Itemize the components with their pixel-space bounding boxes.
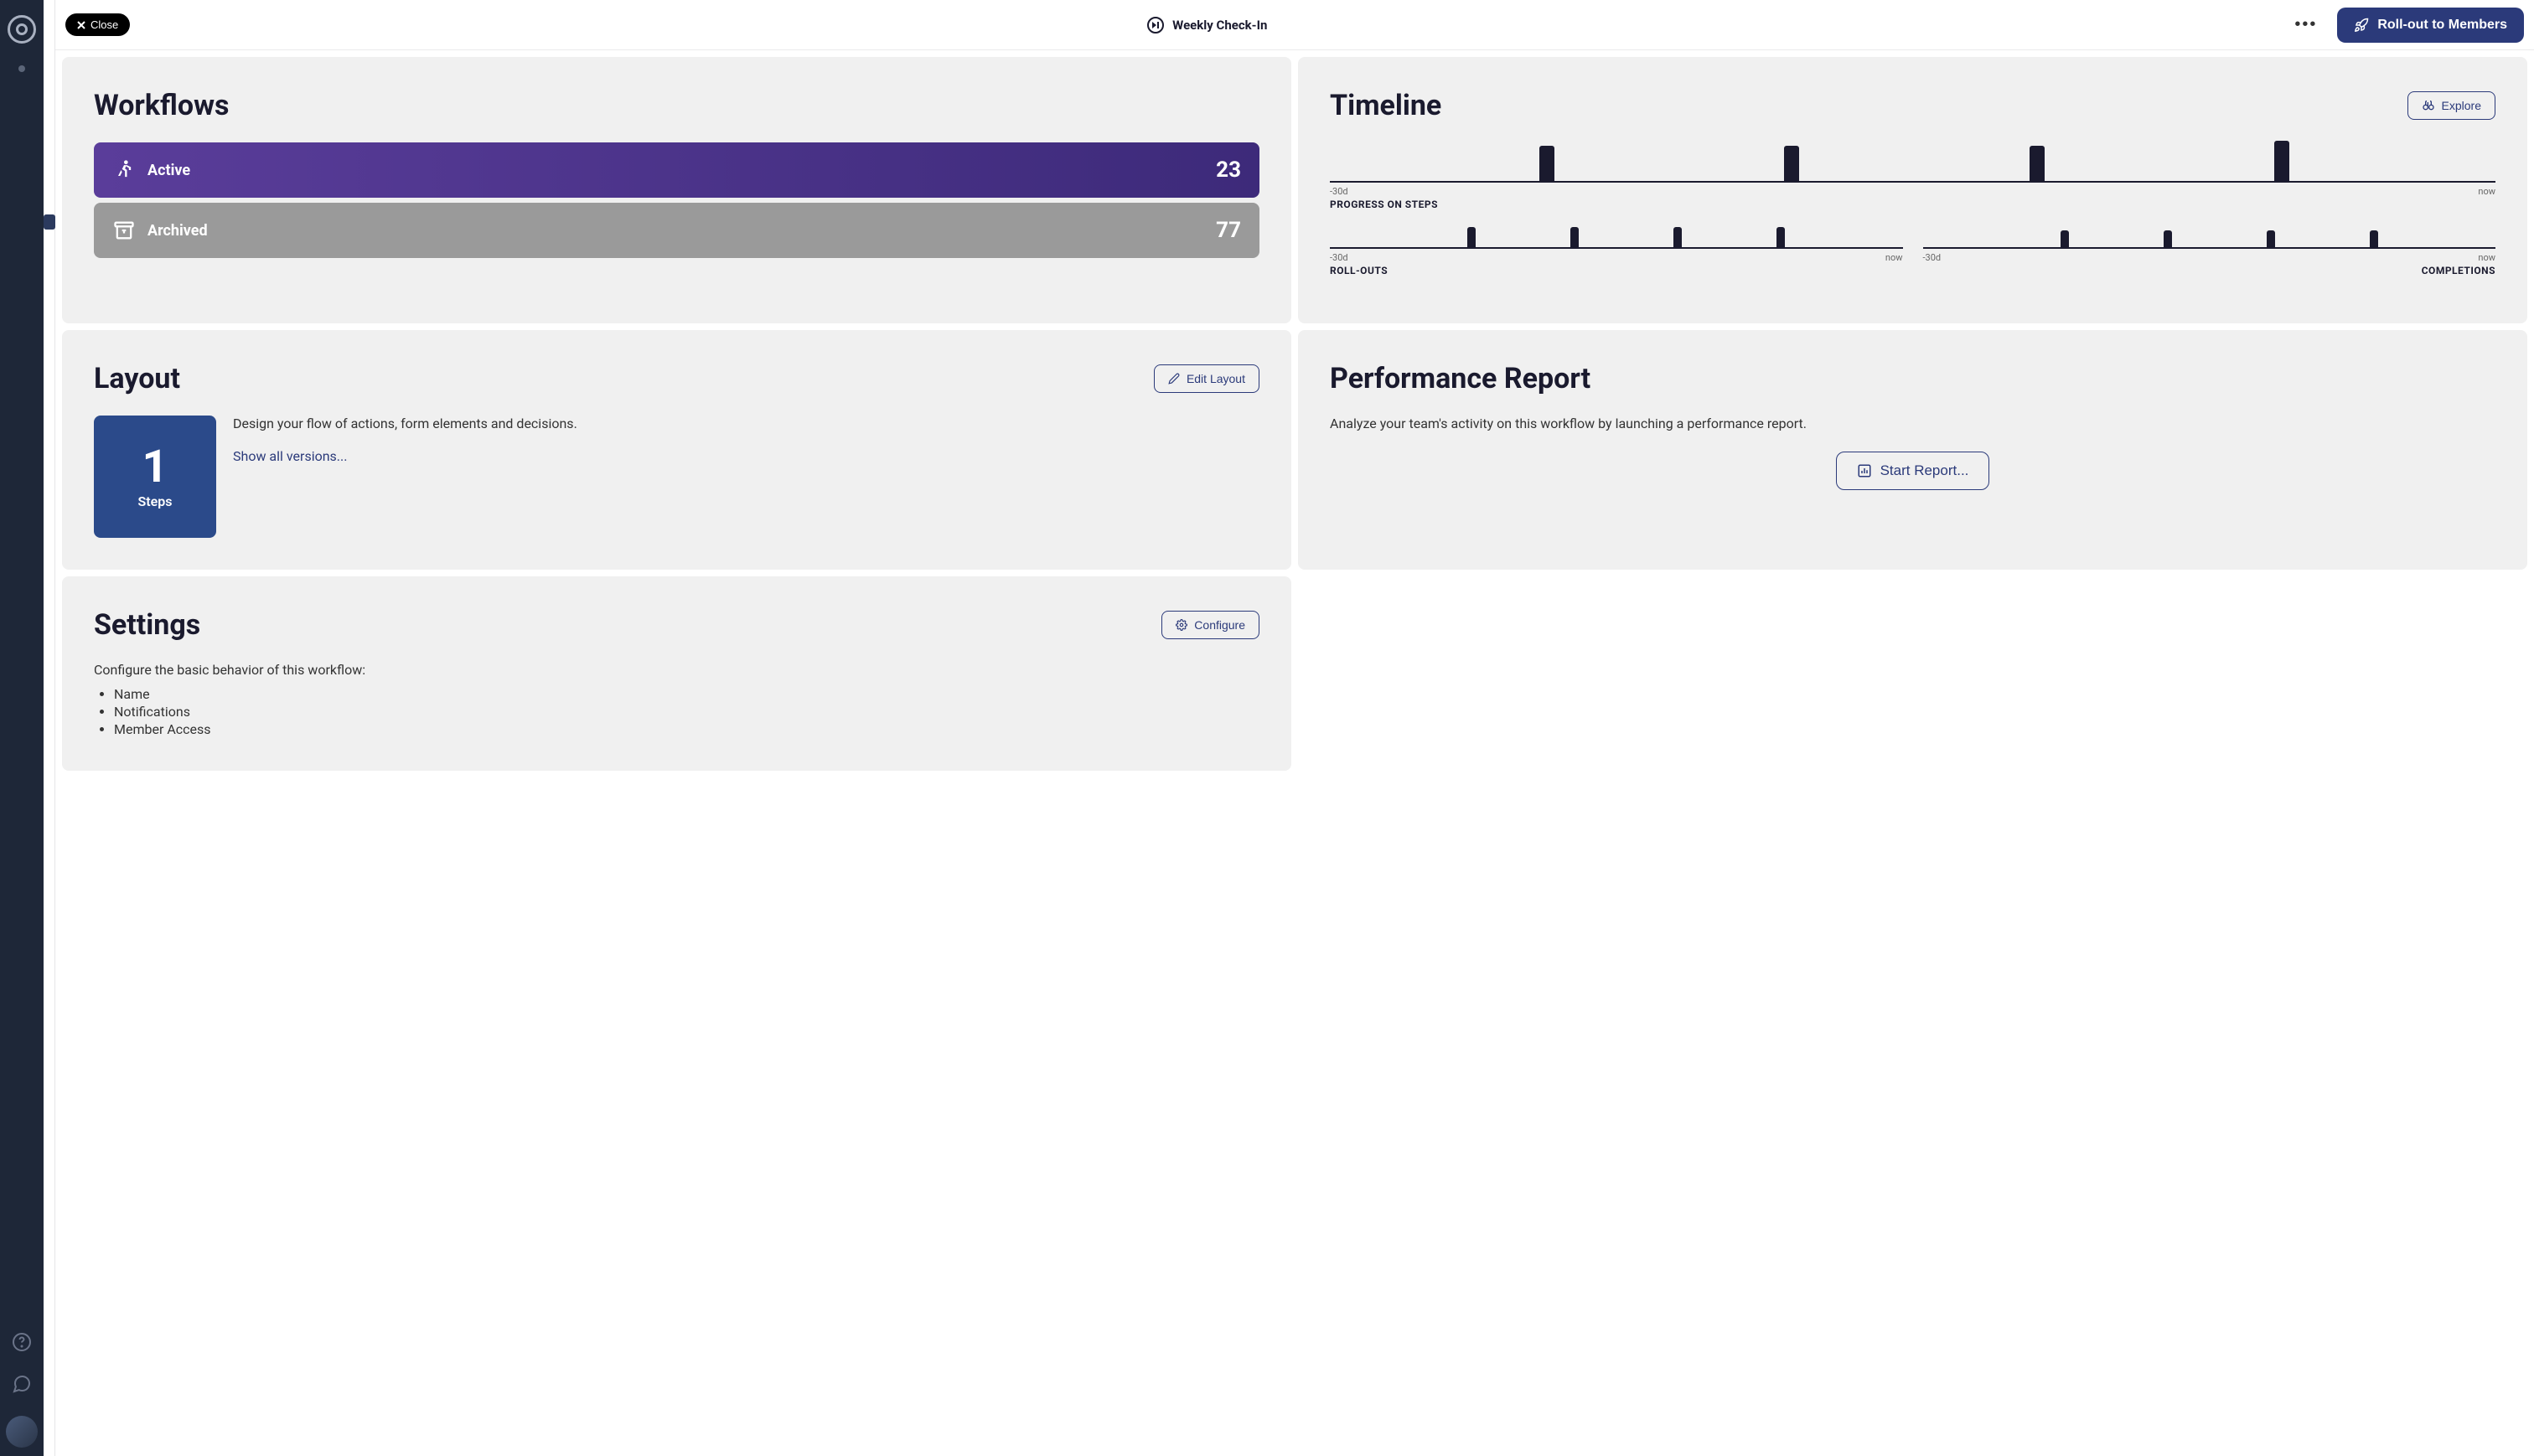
layout-card: Layout Edit Layout 1 Steps <box>62 330 1291 570</box>
configure-label: Configure <box>1194 618 1245 632</box>
binoculars-icon <box>2422 99 2435 112</box>
timeline-card: Timeline Explore -30d now <box>1298 57 2527 323</box>
performance-card: Performance Report Analyze your team's a… <box>1298 330 2527 570</box>
progress-spark-title: PROGRESS ON STEPS <box>1330 199 2495 210</box>
rollouts-sparkline <box>1330 225 1903 249</box>
layout-title: Layout <box>94 362 180 395</box>
close-label: Close <box>90 18 118 31</box>
steps-count: 1 <box>142 445 168 490</box>
workflows-card: Workflows Active 23 <box>62 57 1291 323</box>
progress-sparkline <box>1330 142 2495 183</box>
show-versions-link[interactable]: Show all versions... <box>233 448 347 464</box>
workflow-archived-label: Archived <box>147 222 208 240</box>
user-avatar[interactable] <box>6 1416 38 1448</box>
workflow-row-archived[interactable]: Archived 77 <box>94 203 1259 258</box>
gear-icon <box>1176 619 1187 631</box>
rollout-label: Roll-out to Members <box>2377 18 2507 33</box>
rollout-button[interactable]: Roll-out to Members <box>2337 8 2524 43</box>
axis-start: -30d <box>1330 186 1348 197</box>
more-menu-button[interactable]: ••• <box>2284 15 2327 34</box>
layout-description: Design your flow of actions, form elemen… <box>233 416 1259 431</box>
settings-item: Notifications <box>114 704 1259 720</box>
chart-icon <box>1857 463 1872 478</box>
workflows-title: Workflows <box>94 89 230 122</box>
settings-title: Settings <box>94 608 200 642</box>
workflow-row-active[interactable]: Active 23 <box>94 142 1259 198</box>
start-report-label: Start Report... <box>1880 462 1969 479</box>
performance-title: Performance Report <box>1330 362 1590 395</box>
edit-layout-button[interactable]: Edit Layout <box>1154 364 1259 393</box>
settings-list: Name Notifications Member Access <box>94 686 1259 737</box>
workflow-active-label: Active <box>147 162 190 179</box>
rollouts-spark-title: ROLL-OUTS <box>1330 265 1903 276</box>
settings-description: Configure the basic behavior of this wor… <box>94 662 1259 678</box>
sidebar-active-marker <box>44 214 55 230</box>
workflow-archived-count: 77 <box>1216 218 1241 243</box>
workflow-icon <box>1147 17 1164 34</box>
start-report-button[interactable]: Start Report... <box>1836 452 1990 490</box>
chat-icon[interactable] <box>12 1374 32 1394</box>
help-icon[interactable] <box>12 1332 32 1352</box>
edit-layout-label: Edit Layout <box>1187 372 1245 385</box>
workflow-active-count: 23 <box>1216 157 1241 183</box>
collapsed-sidebar <box>44 0 55 1456</box>
axis-start: -30d <box>1923 252 1942 263</box>
configure-button[interactable]: Configure <box>1161 611 1259 639</box>
page-title: Weekly Check-In <box>1172 18 1267 33</box>
explore-button[interactable]: Explore <box>2407 91 2495 120</box>
steps-label: Steps <box>138 493 173 509</box>
timeline-title: Timeline <box>1330 89 1441 122</box>
close-icon <box>77 21 85 29</box>
nav-rail <box>0 0 44 1456</box>
axis-start: -30d <box>1330 252 1348 263</box>
explore-label: Explore <box>2442 99 2481 112</box>
axis-end: now <box>2478 252 2495 263</box>
pencil-icon <box>1168 373 1180 385</box>
performance-description: Analyze your team's activity on this wor… <box>1330 416 2495 431</box>
completions-spark-title: COMPLETIONS <box>1923 265 2496 276</box>
settings-item: Member Access <box>114 721 1259 737</box>
app-logo[interactable] <box>8 15 36 44</box>
completions-sparkline <box>1923 225 2496 249</box>
settings-item: Name <box>114 686 1259 702</box>
close-button[interactable]: Close <box>65 13 130 36</box>
steps-tile[interactable]: 1 Steps <box>94 416 216 538</box>
settings-card: Settings Configure Configure the basic b… <box>62 576 1291 771</box>
axis-end: now <box>2478 186 2495 197</box>
axis-end: now <box>1885 252 1903 263</box>
topbar: Close Weekly Check-In ••• Roll-out to Me… <box>55 0 2534 50</box>
running-icon <box>112 158 136 182</box>
rocket-icon <box>2354 18 2369 33</box>
rail-indicator-dot <box>18 65 25 72</box>
archive-icon <box>112 219 136 242</box>
